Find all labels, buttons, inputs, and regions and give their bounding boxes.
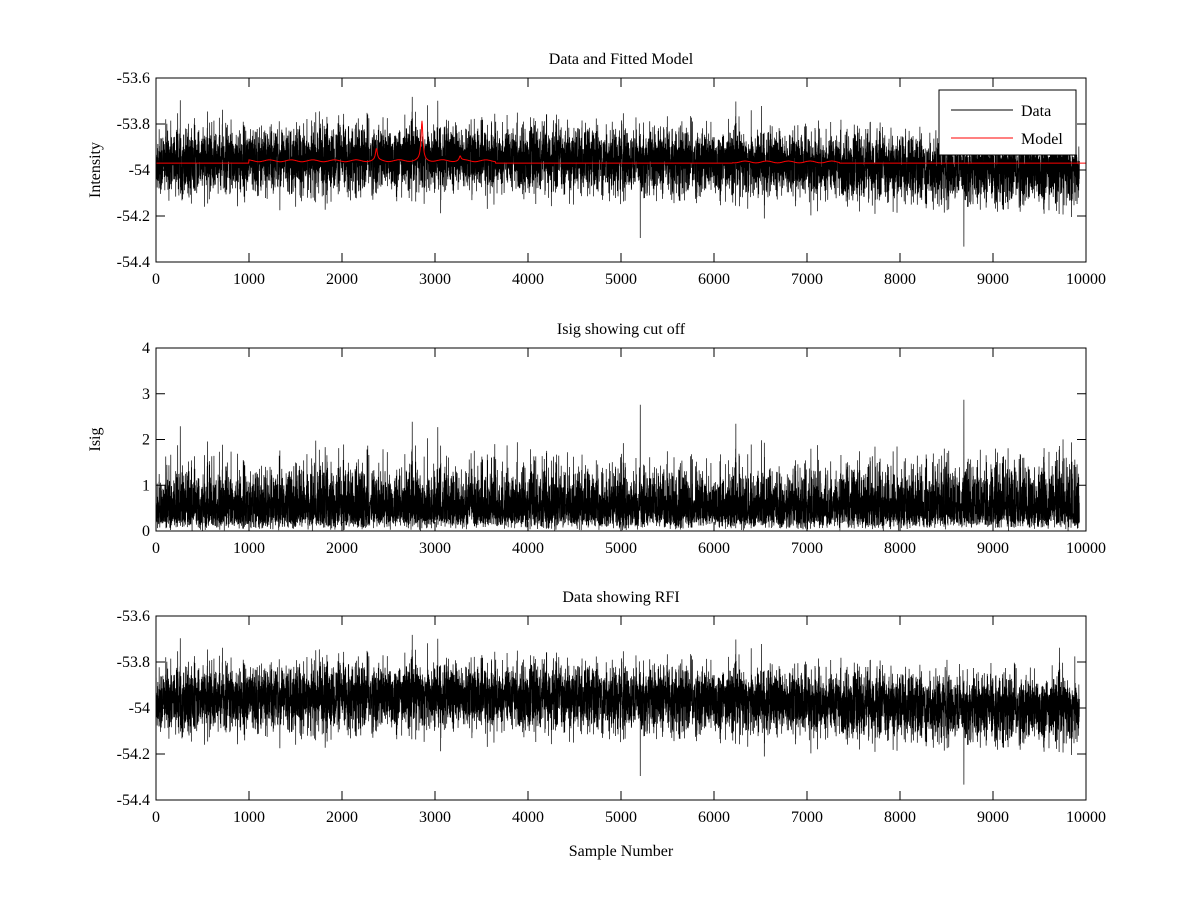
x-tick-label: 5000	[605, 540, 637, 557]
legend-box	[938, 89, 1077, 156]
x-tick-label: 1000	[233, 271, 265, 288]
x-tick-label: 2000	[326, 809, 358, 826]
x-tick-label: 10000	[1066, 271, 1106, 288]
x-tick-label: 6000	[698, 271, 730, 288]
x-tick-label: 5000	[605, 809, 637, 826]
legend-label-model: Model	[1021, 131, 1063, 148]
x-tick-label: 0	[152, 540, 160, 557]
x-tick-label: 9000	[977, 540, 1009, 557]
legend: Data Model	[938, 89, 1077, 156]
subplot-title: Isig showing cut off	[557, 321, 686, 338]
x-tick-label: 0	[152, 809, 160, 826]
y-axis-label: Isig	[87, 428, 104, 452]
x-tick-label: 10000	[1066, 809, 1106, 826]
subplot-1: 0 1000 2000 3000 4000 5000 6000 7000 8000 9000 100…	[87, 51, 1106, 288]
series-data-line	[155, 634, 1080, 785]
x-tick-label: 9000	[977, 809, 1009, 826]
y-tick-label: 0	[142, 523, 150, 540]
y-tick-label: -53.8	[117, 654, 150, 671]
x-tick-label: 7000	[791, 271, 823, 288]
x-tick-label: 1000	[233, 540, 265, 557]
x-tick-label: 7000	[791, 540, 823, 557]
y-tick-label: -54.4	[117, 254, 150, 271]
y-tick-label: 2	[142, 432, 150, 449]
y-tick-label: -54.4	[117, 792, 150, 809]
subplot-title: Data showing RFI	[562, 589, 679, 606]
y-tick-label: -53.6	[117, 608, 150, 625]
x-axis-label: Sample Number	[569, 843, 674, 860]
y-tick-label: -54	[129, 162, 150, 179]
series-isig-line	[155, 399, 1080, 531]
x-tick-label: 5000	[605, 271, 637, 288]
y-tick-label: -54.2	[117, 208, 150, 225]
y-tick-label: -53.6	[117, 70, 150, 87]
y-tick-label: 3	[142, 386, 150, 403]
y-tick-label: -54	[129, 700, 150, 717]
y-tick-label: -54.2	[117, 746, 150, 763]
legend-label-data: Data	[1021, 103, 1051, 120]
x-tick-label: 6000	[698, 540, 730, 557]
x-tick-label: 6000	[698, 809, 730, 826]
y-axis-label: Intensity	[87, 142, 104, 198]
x-tick-label: 8000	[884, 540, 916, 557]
x-tick-label: 9000	[977, 271, 1009, 288]
x-tick-label: 3000	[419, 809, 451, 826]
x-tick-label: 1000	[233, 809, 265, 826]
x-tick-label: 0	[152, 271, 160, 288]
x-tick-label: 2000	[326, 540, 358, 557]
subplot-title: Data and Fitted Model	[549, 51, 694, 68]
x-tick-label: 4000	[512, 809, 544, 826]
subplot-2: 0 1000 2000 3000 4000 5000 6000 7000 8000 9000 100…	[87, 321, 1106, 557]
x-tick-label: 3000	[419, 271, 451, 288]
y-tick-label: 1	[142, 477, 150, 494]
x-tick-label: 8000	[884, 809, 916, 826]
x-tick-label: 7000	[791, 809, 823, 826]
y-tick-label: 4	[142, 340, 150, 357]
x-tick-label: 4000	[512, 540, 544, 557]
x-tick-label: 4000	[512, 271, 544, 288]
x-tick-label: 2000	[326, 271, 358, 288]
subplot-3: 0 1000 2000 3000 4000 5000 6000 7000 8000 9000 100…	[117, 589, 1106, 860]
x-tick-label: 3000	[419, 540, 451, 557]
y-tick-label: -53.8	[117, 116, 150, 133]
series-model-line	[156, 120, 1086, 164]
x-tick-label: 10000	[1066, 540, 1106, 557]
x-tick-label: 8000	[884, 271, 916, 288]
